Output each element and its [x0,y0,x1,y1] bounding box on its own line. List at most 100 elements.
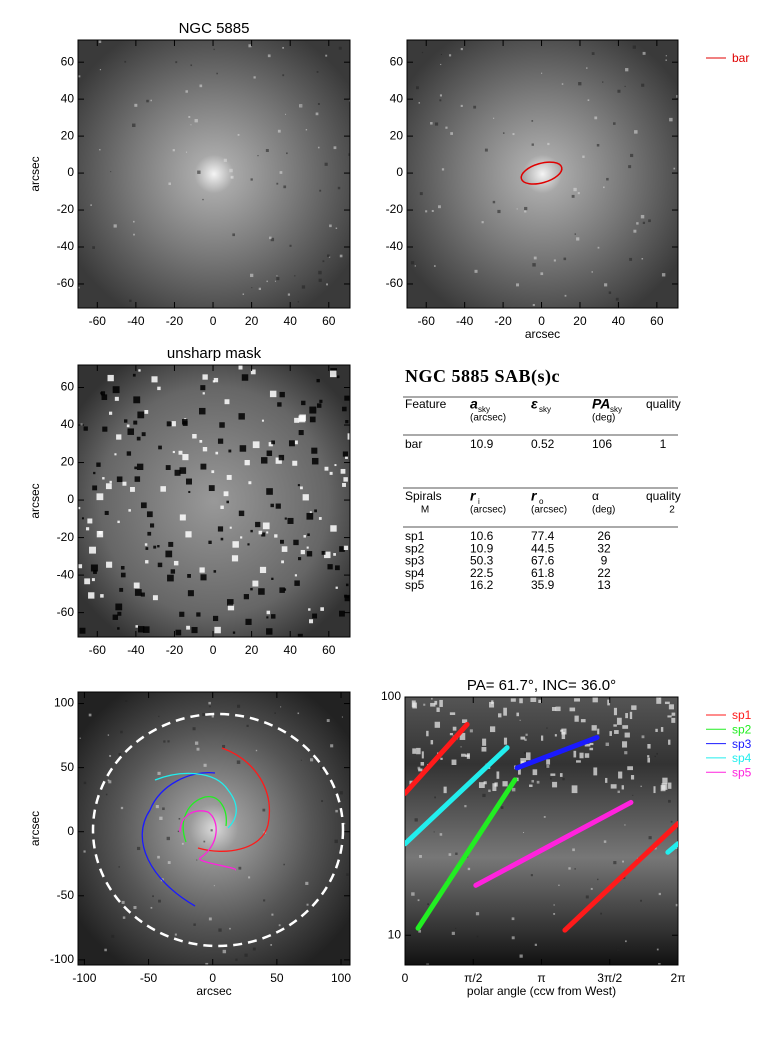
texture [327,254,330,258]
column-header-unit: (arcsec) [470,505,506,516]
texture [91,578,95,582]
texture [218,928,222,932]
texture [216,72,218,75]
cell: 106 [592,437,612,451]
texture [622,725,629,729]
texture [448,54,452,57]
texture [98,531,102,535]
texture [175,629,182,636]
texture [564,294,567,297]
texture [625,713,628,719]
texture [603,186,605,189]
texture [157,855,160,859]
cell: bar [405,437,422,451]
texture [416,86,419,90]
texture [613,707,618,716]
texture [247,543,250,546]
texture [451,931,455,935]
texture [647,757,651,763]
texture [303,535,306,538]
texture [280,539,284,544]
y-tick-label: 0 [67,824,74,838]
cell: sp3 [405,554,425,568]
texture [301,285,306,289]
texture [658,963,661,965]
x-tick-label: 40 [284,643,298,657]
texture [492,783,497,792]
texture [129,299,132,303]
texture [192,433,197,439]
texture [157,562,163,568]
texture [616,948,620,952]
texture [315,112,319,116]
texture [609,731,612,736]
texture [627,766,633,771]
y-tick-label: 40 [390,91,404,105]
texture [343,822,346,825]
texture [573,187,577,192]
texture [668,782,672,789]
texture [310,758,314,762]
texture [423,703,426,706]
texture [625,68,629,72]
texture [318,278,322,282]
texture [134,466,138,470]
spiral-arm [154,772,237,829]
texture [136,436,141,441]
texture [92,485,98,491]
texture [134,589,142,596]
texture [462,719,468,723]
texture [124,60,127,63]
texture [167,574,174,582]
cell: 0.52 [531,437,555,451]
texture [222,744,226,748]
texture [662,777,668,784]
texture [562,777,565,781]
x-tick-label: 20 [573,314,587,328]
x-tick-label: 60 [650,314,664,328]
texture [580,719,586,723]
texture [281,546,288,552]
texture [203,840,206,843]
texture [585,895,589,899]
texture [173,560,179,566]
texture [211,470,215,474]
cell: 67.6 [531,554,555,568]
texture [96,462,101,467]
texture [136,846,141,851]
texture [512,133,515,136]
texture [621,785,624,790]
column-header-sub: sky [610,405,622,414]
table-title: NGC 5885 SAB(s)c [405,366,560,387]
texture [165,550,173,558]
column-header-unit: M [421,505,429,516]
texture [112,614,118,620]
texture [289,244,292,247]
cell: 9 [601,554,608,568]
texture [118,866,120,868]
texture [489,701,495,708]
texture [664,701,670,705]
texture [235,958,238,961]
deprojection-ellipse [91,712,345,948]
texture [333,553,336,556]
texture [276,277,280,281]
texture [146,99,149,103]
texture [344,594,347,598]
cell: 44.5 [531,541,555,555]
texture [344,594,350,602]
texture [202,713,206,717]
texture [137,411,145,419]
x-tick-label: 0 [210,314,217,328]
texture [118,753,122,756]
texture [434,796,436,799]
texture [416,747,421,755]
texture [279,391,285,398]
texture [511,917,515,921]
texture [440,757,443,760]
texture [336,375,340,379]
texture [122,916,126,919]
image-area [407,40,678,308]
texture [430,740,434,745]
